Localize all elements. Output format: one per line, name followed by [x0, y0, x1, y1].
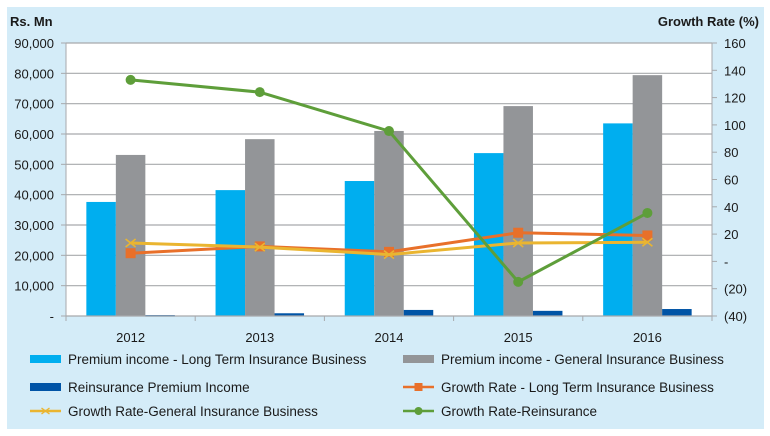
right-tick-label: 80: [724, 145, 738, 160]
bar: [86, 201, 116, 316]
bar: [115, 154, 146, 316]
bar: [274, 313, 305, 316]
marker-x: [512, 238, 524, 248]
left-tick-label: 80,000: [14, 66, 54, 81]
left-tick-label: 50,000: [14, 157, 54, 172]
tick-labels: - 10,000 20,000 30,000 40,000 50,000 60,000 70,…: [14, 36, 747, 345]
right-axis-title: Growth Rate (%): [658, 14, 759, 29]
legend-marker: [414, 407, 423, 415]
bar: [662, 309, 692, 316]
marker-x: [383, 249, 395, 260]
left-tick-label: 10,000: [14, 279, 54, 294]
marker-circle: [254, 87, 265, 98]
legend-marker: [414, 383, 423, 391]
lines: [125, 74, 653, 287]
marker-x: [125, 238, 137, 248]
marker-x: [254, 242, 266, 252]
right-tick-label: (40): [724, 309, 747, 324]
marker-square: [513, 227, 524, 238]
right-tick-label: 100: [724, 118, 746, 133]
right-tick-label: 60: [724, 173, 738, 188]
marker-circle: [125, 74, 136, 85]
legend-label: Reinsurance Premium Income: [68, 380, 250, 395]
legend-label: Growth Rate-Reinsurance: [441, 404, 597, 419]
x-tick-label: 2016: [633, 330, 662, 345]
left-axis-title: Rs. Mn: [10, 14, 53, 29]
left-tick-label: 40,000: [14, 188, 54, 203]
right-tick-label: 20: [724, 227, 738, 242]
legend-label: Growth Rate - Long Term Insurance Busine…: [441, 380, 714, 395]
bar: [532, 310, 563, 316]
right-tick-label: 140: [724, 63, 746, 78]
x-tick-label: 2014: [375, 330, 404, 345]
bar: [603, 123, 633, 316]
legend-swatch: [30, 383, 61, 391]
bar: [632, 75, 663, 316]
left-tick-label: 30,000: [14, 218, 54, 233]
left-tick-label: 60,000: [14, 127, 54, 142]
marker-x: [641, 237, 653, 247]
legend-label: Premium income - General Insurance Busin…: [441, 352, 724, 367]
left-tick-label: 70,000: [14, 97, 54, 112]
bar: [374, 130, 404, 316]
legend-swatch: [403, 355, 434, 363]
legend-swatch: [30, 355, 61, 363]
marker-circle: [513, 276, 524, 287]
x-tick-label: 2015: [504, 330, 533, 345]
marker-circle: [384, 126, 394, 137]
marker-circle: [642, 207, 653, 218]
right-tick-label: 120: [724, 91, 746, 106]
bar: [245, 139, 275, 316]
legend-label: Growth Rate-General Insurance Business: [68, 404, 318, 419]
bar: [215, 190, 246, 316]
marker-square: [125, 248, 136, 259]
axes: [61, 42, 717, 321]
right-tick-label: 40: [724, 200, 738, 215]
marker-square: [384, 246, 394, 257]
legend-label: Premium income - Long Term Insurance Bus…: [68, 352, 367, 367]
right-tick-label: (20): [724, 282, 747, 297]
legend: Premium income - Long Term Insurance Bus…: [30, 352, 724, 419]
right-tick-label: -: [724, 254, 728, 269]
left-tick-label: 90,000: [14, 36, 54, 51]
legend-marker: [41, 407, 50, 415]
x-tick-label: 2012: [116, 330, 145, 345]
bar: [403, 309, 434, 316]
marker-square: [642, 230, 653, 241]
right-tick-label: 160: [724, 36, 746, 51]
x-tick-label: 2013: [245, 330, 274, 345]
bar: [344, 181, 375, 316]
left-tick-label: 20,000: [14, 248, 54, 263]
left-tick-label: -: [50, 309, 54, 324]
